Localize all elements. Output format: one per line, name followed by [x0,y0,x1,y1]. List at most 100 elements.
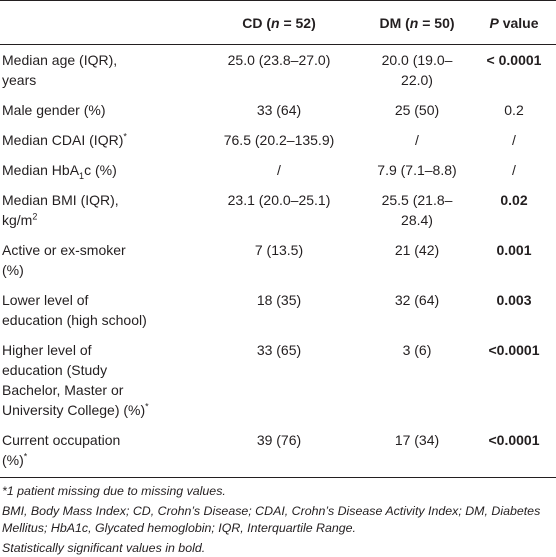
label-line: Median CDAI (IQR)* [2,130,192,150]
text-run: Male gender (%) [2,102,106,118]
label-line: Male gender (%) [2,100,192,120]
p-cell: 0.001 [496,242,532,258]
text-run: c (%) [84,162,117,178]
label-line: Bachelor, Master or [2,380,192,400]
row-label: Median HbA1c (%) [0,155,196,185]
footnote: BMI, Body Mass Index; CD, Crohn’s Diseas… [2,504,541,535]
footnote: Statistically significant values in bold… [2,541,206,555]
cd-cell: 76.5 (20.2–135.9) [223,132,335,148]
styled-run: 2 [32,211,38,222]
p-cell: / [512,162,516,178]
dm-cell: 25.5 (21.8–28.4) [381,192,453,228]
label-line: Current occupation [2,430,192,450]
p-cell: < 0.0001 [486,52,542,68]
styled-run: 1 [79,170,85,181]
table-row: Median HbA1c (%) / 7.9 (7.1–8.8) / [0,155,556,185]
dm-cell: / [415,132,419,148]
row-label: Median CDAI (IQR)* [0,125,196,155]
dm-cell: 25 (50) [394,102,440,118]
table-row: Median age (IQR), years 25.0 (23.8–27.0) 20… [0,45,556,96]
text-run: years [2,72,37,88]
table-row: Higher level of education (Study Bachelor,… [0,335,556,425]
text-run: kg/m [2,212,33,228]
text-run: value [498,15,539,31]
cd-cell: 39 (76) [196,425,362,478]
label-line: Lower level of [2,290,192,310]
text-run: (%) [2,452,24,468]
data-table: CD (n = 52) DM (n = 50) P value Median age… [0,0,556,478]
styled-run: P [489,15,499,31]
text-run: Active or ex-smoker [2,242,126,258]
label-line: Active or ex-smoker [2,240,192,260]
table-row: Active or ex-smoker (%) 7 (13.5) 21 (42) 0.0… [0,235,556,285]
dm-cell: 7.9 (7.1–8.8) [377,162,457,178]
table-body: Median age (IQR), years 25.0 (23.8–27.0) 20… [0,45,556,478]
label-line: (%)* [2,450,192,470]
text-run: education (high school) [2,312,147,328]
p-cell: 0.2 [504,102,524,118]
text-run: Median HbA [2,162,80,178]
dm-cell: 3 (6) [402,342,432,358]
cd-cell: 33 (65) [256,342,302,358]
text-run: CD ( [242,15,271,31]
p-cell: / [512,132,516,148]
header-row: CD (n = 52) DM (n = 50) P value [0,0,556,45]
cd-cell: 7 (13.5) [254,242,304,258]
text-run: (%) [2,262,24,278]
cd-cell: 33 (64) [256,102,302,118]
label-line: education (Study [2,360,192,380]
text-run: Current occupation [2,432,121,448]
dm-cell: 20.0 (19.0–22.0) [381,52,453,88]
p-cell: <0.0001 [488,342,540,358]
label-line: Median HbA1c (%) [2,160,192,180]
text-run: = 50) [418,15,455,31]
header-cell: CD (n = 52) [196,0,362,45]
p-cell: 0.02 [500,192,528,208]
header-cell: DM (n = 50) [362,0,472,45]
footnote: *1 patient missing due to missing values… [2,484,226,498]
cd-cell: 23.1 (20.0–25.1) [227,192,331,208]
row-label: Higher level of education (Study Bachelor,… [0,335,196,425]
row-label: Lower level of education (high school) [0,285,196,335]
styled-run: n [409,15,419,31]
text-run: Higher level of [2,342,92,358]
label-line: (%) [2,260,192,280]
header-cell [0,0,196,45]
label-line: education (high school) [2,310,192,330]
text-run: DM ( [379,15,410,31]
p-cell: <0.0001 [472,425,556,478]
text-run: education (Study [2,362,108,378]
table-row: Median BMI (IQR), kg/m2 23.1 (20.0–25.1) 25… [0,185,556,235]
dm-cell: 21 (42) [394,242,440,258]
label-line: Median age (IQR), [2,50,192,70]
styled-run: n [271,15,280,31]
text-run: Lower level of [2,292,89,308]
styled-run: * [23,451,28,462]
cd-cell: 25.0 (23.8–27.0) [227,52,331,68]
table-row: Current occupation (%)* 39 (76) 17 (34) <0.0… [0,425,556,478]
label-line: kg/m2 [2,210,192,230]
header-cell: P value [472,0,556,45]
dm-cell: 17 (34) [362,425,472,478]
table-row: Median CDAI (IQR)* 76.5 (20.2–135.9) / / [0,125,556,155]
label-line: Median BMI (IQR), [2,190,192,210]
text-run: Median CDAI (IQR) [2,132,124,148]
footnotes: *1 patient missing due to missing values… [0,478,556,557]
text-run: Median age (IQR), [2,52,118,68]
row-label: Active or ex-smoker (%) [0,235,196,285]
styled-run: * [145,401,149,412]
label-line: years [2,70,192,90]
row-label: Median BMI (IQR), kg/m2 [0,185,196,235]
table-row: Lower level of education (high school) 18 … [0,285,556,335]
cd-cell: 18 (35) [256,292,302,308]
dm-cell: 32 (64) [394,292,440,308]
text-run: = 52) [279,15,316,31]
styled-run: * [123,131,127,142]
text-run: University College) (%) [2,402,146,418]
text-run: Median BMI (IQR), [2,192,119,208]
cd-cell: / [277,162,281,178]
label-line: University College) (%)* [2,400,192,420]
table-row: Male gender (%) 33 (64) 25 (50) 0.2 [0,95,556,125]
label-line: Higher level of [2,340,192,360]
